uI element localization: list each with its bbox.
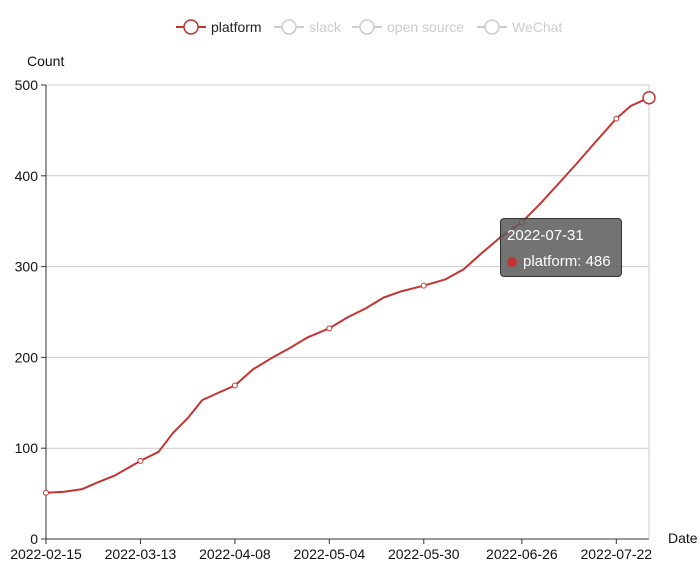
series-line-platform [45, 96, 650, 494]
axes [41, 84, 650, 544]
data-point-marker[interactable] [231, 382, 238, 389]
tooltip-row: platform: 486 [507, 253, 615, 271]
data-point-marker[interactable] [137, 457, 144, 464]
x-tick-labels: 2022-02-15 2022-03-13 2022-04-08 2022-05-04… [10, 546, 652, 562]
y-tick-label: 300 [15, 259, 39, 275]
grid-lines [46, 84, 649, 449]
legend-label-open-source: open source [387, 19, 464, 35]
tooltip-series-dot [507, 257, 517, 267]
x-tick-label: 2022-07-22 [580, 546, 652, 562]
x-tick-label: 2022-05-04 [294, 546, 366, 562]
legend-swatch-marker [359, 19, 375, 35]
tooltip-series-name: platform [523, 253, 578, 270]
series-markers[interactable] [43, 90, 656, 496]
x-tick-label: 2022-03-13 [105, 546, 177, 562]
y-tick-label: 400 [15, 168, 39, 184]
y-tick-label: 100 [15, 440, 39, 456]
highlighted-point-marker[interactable] [642, 90, 656, 105]
legend-label-slack: slack [309, 19, 342, 35]
x-tick-label: 2022-05-30 [388, 546, 460, 562]
legend-swatch-marker [281, 19, 297, 35]
tooltip: 2022-07-31 platform: 486 [500, 218, 622, 277]
series-platform [45, 96, 650, 494]
legend-label-wechat: WeChat [512, 19, 562, 35]
legend-item-platform[interactable]: platform [176, 19, 262, 35]
data-point-marker[interactable] [420, 282, 427, 289]
legend-swatch-marker [484, 19, 500, 35]
y-axis-title: Count [27, 53, 64, 69]
data-point-marker[interactable] [613, 115, 620, 122]
y-tick-label: 0 [30, 531, 38, 547]
x-tick-label: 2022-06-26 [486, 546, 558, 562]
x-axis-title: Date [668, 530, 698, 546]
tooltip-value: 486 [585, 253, 611, 270]
x-tick-label: 2022-02-15 [10, 546, 82, 562]
tooltip-date: 2022-07-31 [507, 227, 584, 244]
y-tick-labels: 0 100 200 300 400 500 [15, 77, 39, 547]
legend-item-open-source[interactable]: open source [352, 19, 464, 35]
legend-swatch-marker [183, 19, 199, 35]
y-tick-label: 500 [15, 77, 39, 93]
legend[interactable]: platform slack open source WeChat [176, 19, 562, 35]
y-tick-label: 200 [15, 349, 39, 365]
legend-item-wechat[interactable]: WeChat [477, 19, 562, 35]
x-tick-label: 2022-04-08 [199, 546, 271, 562]
legend-item-slack[interactable]: slack [274, 19, 342, 35]
data-point-marker[interactable] [43, 489, 49, 496]
legend-label-platform: platform [211, 19, 262, 35]
data-point-marker[interactable] [326, 325, 333, 332]
